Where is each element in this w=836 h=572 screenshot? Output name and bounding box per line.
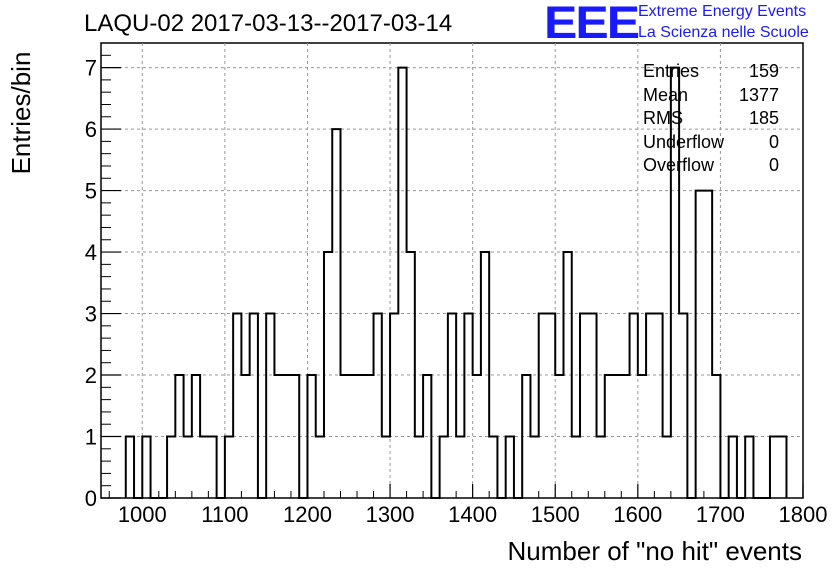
stat-entries: Entries 159 [643, 61, 779, 81]
x-tick-label: 1200 [283, 502, 332, 527]
y-axis-label: Entries/bin [6, 51, 36, 175]
x-tick-label: 1400 [448, 502, 497, 527]
plot-frame [100, 42, 804, 499]
y-tick-label: 0 [85, 486, 97, 511]
histogram-step-line [124, 66, 788, 499]
y-tick-label: 1 [85, 425, 97, 450]
logo-line-2: La Scienza nelle Scuole [638, 24, 809, 41]
y-tick-label: 6 [85, 117, 97, 142]
x-tick-label: 1600 [613, 502, 662, 527]
y-tick-label: 4 [85, 240, 97, 265]
stat-mean: Mean 1377 [643, 84, 779, 105]
x-tick-label: 1000 [118, 502, 167, 527]
y-tick-label: 5 [85, 179, 97, 204]
x-tick-label: 1100 [201, 502, 248, 527]
x-axis-label: Number of "no hit" events [507, 536, 803, 566]
stats-box: Entries 159 Mean 1377 RMS 185 Underflow 0 Ov… [643, 60, 779, 178]
x-tick-label: 1800 [779, 502, 828, 527]
stat-rms: RMS 185 [643, 108, 779, 128]
axes: 1000 1100 1200 1300 1400 1500 1600 1700 1800 0 1 2 3… [85, 54, 828, 527]
y-tick-label: 2 [85, 363, 97, 388]
y-tick-label: 7 [85, 56, 97, 81]
y-tick-label: 3 [85, 302, 97, 327]
stat-underflow: Underflow 0 [643, 131, 779, 152]
chart-title: LAQU-02 2017-03-13--2017-03-14 [84, 10, 453, 37]
x-tick-label: 1500 [531, 502, 580, 527]
logo-line-1: Extreme Energy Events [638, 3, 807, 20]
stat-overflow: Overflow 0 [643, 155, 779, 175]
x-tick-label: 1700 [696, 502, 745, 527]
x-tick-label: 1300 [366, 502, 415, 527]
eee-logo: EEE [544, 0, 640, 48]
